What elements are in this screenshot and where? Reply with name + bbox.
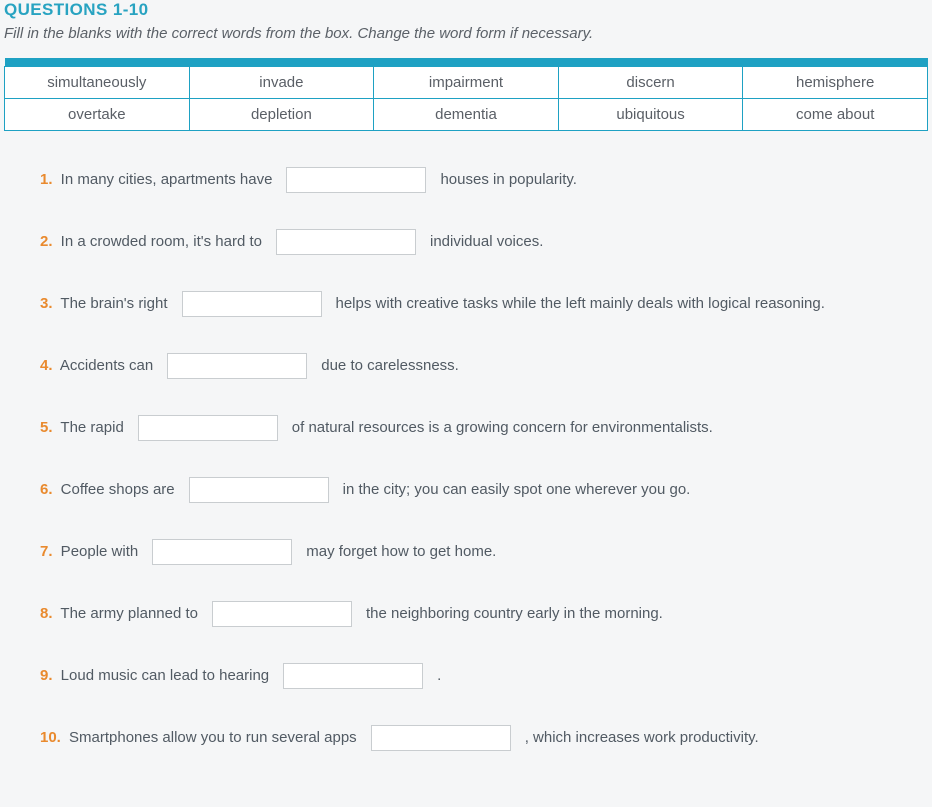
worksheet: QUESTIONS 1-10 Fill in the blanks with t… bbox=[0, 0, 932, 807]
answer-input[interactable] bbox=[189, 477, 329, 503]
question-number: 3. bbox=[40, 295, 53, 312]
question-text-after: helps with creative tasks while the left… bbox=[336, 295, 825, 312]
question-row: 5. The rapid of natural resources is a g… bbox=[40, 415, 916, 441]
word-box-row: overtake depletion dementia ubiquitous c… bbox=[5, 98, 928, 130]
word-box-cell: come about bbox=[743, 98, 928, 130]
question-row: 1. In many cities, apartments have house… bbox=[40, 167, 916, 193]
question-number: 7. bbox=[40, 543, 53, 560]
section-heading: QUESTIONS 1-10 bbox=[4, 0, 928, 20]
question-number: 1. bbox=[40, 171, 53, 188]
question-text-after: the neighboring country early in the mor… bbox=[366, 605, 663, 622]
question-row: 10. Smartphones allow you to run several… bbox=[40, 725, 916, 751]
word-box-row: simultaneously invade impairment discern… bbox=[5, 66, 928, 98]
question-text-before: In many cities, apartments have bbox=[57, 171, 273, 188]
question-row: 3. The brain's right helps with creative… bbox=[40, 291, 916, 317]
question-text-after: houses in popularity. bbox=[440, 171, 576, 188]
question-text-before: In a crowded room, it's hard to bbox=[57, 233, 262, 250]
question-row: 7. People with may forget how to get hom… bbox=[40, 539, 916, 565]
question-text-after: in the city; you can easily spot one whe… bbox=[343, 481, 691, 498]
question-row: 9. Loud music can lead to hearing . bbox=[40, 663, 916, 689]
word-box-cell: hemisphere bbox=[743, 66, 928, 98]
question-text-before: Smartphones allow you to run several app… bbox=[65, 729, 357, 746]
question-text-before: People with bbox=[57, 543, 139, 560]
word-box-table: simultaneously invade impairment discern… bbox=[4, 58, 928, 131]
question-number: 8. bbox=[40, 605, 53, 622]
question-text-before: The rapid bbox=[57, 419, 124, 436]
question-text-before: Loud music can lead to hearing bbox=[57, 667, 270, 684]
question-text-after: individual voices. bbox=[430, 233, 543, 250]
instructions-text: Fill in the blanks with the correct word… bbox=[4, 25, 928, 42]
word-box-cell: invade bbox=[189, 66, 374, 98]
word-box-cell: depletion bbox=[189, 98, 374, 130]
question-text-before: The brain's right bbox=[57, 295, 168, 312]
question-row: 6. Coffee shops are in the city; you can… bbox=[40, 477, 916, 503]
question-number: 9. bbox=[40, 667, 53, 684]
answer-input[interactable] bbox=[371, 725, 511, 751]
question-row: 8. The army planned to the neighboring c… bbox=[40, 601, 916, 627]
question-text-after: due to carelessness. bbox=[321, 357, 459, 374]
question-text-before: Accidents can bbox=[57, 357, 154, 374]
question-number: 2. bbox=[40, 233, 53, 250]
question-text-after: of natural resources is a growing concer… bbox=[292, 419, 713, 436]
question-text-after: . bbox=[437, 667, 441, 684]
question-text-before: Coffee shops are bbox=[57, 481, 175, 498]
question-text-after: may forget how to get home. bbox=[306, 543, 496, 560]
question-number: 6. bbox=[40, 481, 53, 498]
question-text-before: The army planned to bbox=[57, 605, 198, 622]
question-text-after: , which increases work productivity. bbox=[525, 729, 759, 746]
answer-input[interactable] bbox=[182, 291, 322, 317]
answer-input[interactable] bbox=[212, 601, 352, 627]
question-number: 10. bbox=[40, 729, 61, 746]
answer-input[interactable] bbox=[283, 663, 423, 689]
question-row: 4. Accidents can due to carelessness. bbox=[40, 353, 916, 379]
word-box-cell: simultaneously bbox=[5, 66, 190, 98]
word-box-cell: overtake bbox=[5, 98, 190, 130]
word-box-header-bar bbox=[5, 58, 928, 66]
word-box-cell: dementia bbox=[374, 98, 559, 130]
question-number: 4. bbox=[40, 357, 53, 374]
answer-input[interactable] bbox=[152, 539, 292, 565]
answer-input[interactable] bbox=[286, 167, 426, 193]
word-box-cell: impairment bbox=[374, 66, 559, 98]
answer-input[interactable] bbox=[167, 353, 307, 379]
word-box-cell: discern bbox=[558, 66, 743, 98]
question-number: 5. bbox=[40, 419, 53, 436]
questions-container: 1. In many cities, apartments have house… bbox=[4, 167, 928, 751]
word-box-cell: ubiquitous bbox=[558, 98, 743, 130]
answer-input[interactable] bbox=[138, 415, 278, 441]
answer-input[interactable] bbox=[276, 229, 416, 255]
question-row: 2. In a crowded room, it's hard to indiv… bbox=[40, 229, 916, 255]
